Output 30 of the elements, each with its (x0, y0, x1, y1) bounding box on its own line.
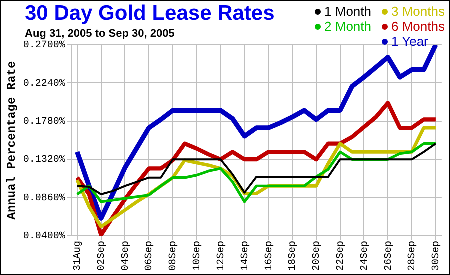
x-tick-label: 28Sep (408, 240, 419, 272)
x-tick-label: 16Sep (264, 240, 276, 272)
x-tick-label: 10Sep (192, 240, 204, 272)
chart-title: 30 Day Gold Lease Rates (25, 2, 275, 26)
y-tick-label: 0.1320% (23, 155, 66, 166)
legend-label: 6 Months (392, 19, 445, 34)
y-tick-label: 0.1780% (23, 117, 66, 128)
x-tick-label: 14Sep (240, 240, 252, 272)
x-tick-label: 26Sep (384, 240, 395, 272)
x-tick-label: 12Sep (216, 240, 228, 272)
legend-label: 3 Months (392, 4, 445, 19)
legend-label: 1 Year (392, 34, 428, 49)
y-tick-label: 0.2700% (23, 40, 66, 52)
x-tick-label: 20Sep (312, 240, 324, 272)
legend-label: 2 Month (324, 19, 372, 34)
x-tick-label: 30Sep (432, 240, 443, 272)
chart-subtitle: Aug 31, 2005 to Sep 30, 2005 (25, 28, 175, 40)
y-axis-title: Annual Percentage Rate (5, 61, 20, 220)
x-tick-label: 18Sep (288, 240, 300, 272)
legend-label: 1 Month (324, 4, 372, 19)
y-tick-label: 0.0860% (23, 193, 66, 204)
y-tick-label: 0.2240% (23, 78, 66, 90)
y-tick-label: 0.0400% (23, 232, 66, 243)
x-tick-label: 24Sep (360, 240, 371, 272)
x-tick-label: 08Sep (168, 240, 180, 272)
x-tick-label: 31Aug (73, 240, 84, 272)
x-tick-label: 04Sep (120, 240, 132, 272)
x-tick-label: 22Sep (336, 240, 347, 272)
x-tick-label: 06Sep (144, 240, 156, 272)
x-tick-label: 02Sep (96, 240, 108, 272)
